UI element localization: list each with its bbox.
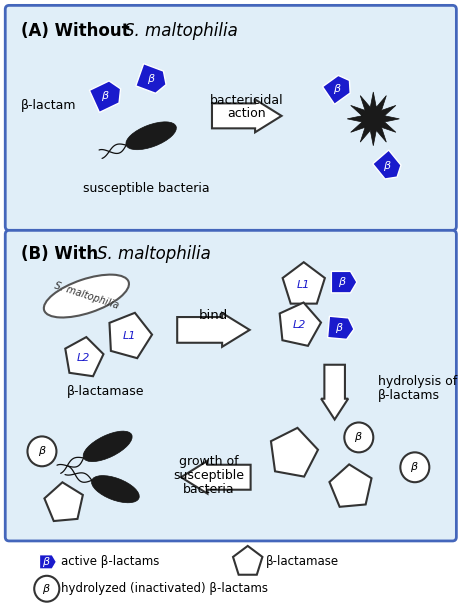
FancyBboxPatch shape [5, 230, 456, 541]
Text: active β-lactams: active β-lactams [61, 556, 160, 569]
Text: L2: L2 [292, 320, 305, 330]
Text: $\beta$: $\beta$ [38, 444, 47, 458]
FancyBboxPatch shape [5, 6, 456, 230]
Text: $\beta$: $\beta$ [335, 321, 344, 335]
Text: $\beta$: $\beta$ [101, 89, 110, 103]
Circle shape [28, 436, 57, 466]
Text: $\beta$: $\beta$ [410, 460, 419, 474]
Polygon shape [212, 99, 282, 132]
Text: S. maltophilia: S. maltophilia [124, 22, 238, 40]
Polygon shape [323, 75, 350, 104]
Polygon shape [45, 482, 83, 521]
Text: $\beta$: $\beta$ [42, 555, 51, 569]
Ellipse shape [83, 431, 132, 461]
Polygon shape [39, 554, 57, 569]
Polygon shape [65, 337, 104, 376]
Text: L1: L1 [297, 280, 311, 290]
Text: (B) With: (B) With [21, 245, 104, 263]
Polygon shape [181, 461, 251, 493]
Circle shape [34, 576, 59, 602]
Text: susceptible: susceptible [173, 469, 245, 482]
Ellipse shape [44, 275, 129, 317]
Text: $\beta$: $\beta$ [333, 82, 342, 96]
Circle shape [344, 423, 373, 452]
Text: bacteria: bacteria [183, 483, 235, 496]
Text: β-lactam: β-lactam [21, 99, 76, 112]
Text: β-lactamase: β-lactamase [67, 385, 144, 398]
Polygon shape [283, 262, 325, 304]
Polygon shape [136, 63, 166, 93]
Ellipse shape [92, 476, 139, 503]
Text: S. maltophilia: S. maltophilia [53, 281, 120, 311]
Polygon shape [271, 428, 318, 477]
Text: growth of: growth of [179, 455, 239, 468]
Polygon shape [89, 81, 121, 113]
Text: hydrolyzed (inactivated) β-lactams: hydrolyzed (inactivated) β-lactams [61, 582, 268, 595]
Text: bactericidal: bactericidal [210, 94, 284, 107]
Polygon shape [233, 546, 262, 575]
Polygon shape [347, 92, 399, 146]
Circle shape [400, 452, 429, 482]
Text: $\beta$: $\beta$ [147, 72, 155, 86]
Text: $\beta$: $\beta$ [383, 159, 392, 172]
Text: bind: bind [199, 309, 228, 322]
Polygon shape [328, 316, 354, 339]
Text: L1: L1 [122, 331, 135, 341]
Text: susceptible bacteria: susceptible bacteria [83, 182, 209, 195]
Text: action: action [228, 107, 266, 120]
Text: β-lactams: β-lactams [378, 389, 440, 402]
Polygon shape [177, 313, 250, 347]
Polygon shape [332, 272, 357, 293]
Text: β-lactamase: β-lactamase [266, 556, 339, 569]
Text: $\beta$: $\beta$ [42, 582, 51, 596]
Polygon shape [373, 150, 401, 179]
Text: S. maltophilia: S. maltophilia [97, 245, 211, 263]
Text: L2: L2 [77, 353, 90, 363]
Polygon shape [330, 464, 371, 507]
Text: $\beta$: $\beta$ [354, 431, 363, 444]
Ellipse shape [126, 122, 176, 150]
Polygon shape [280, 302, 321, 346]
Polygon shape [321, 365, 348, 419]
Text: hydrolysis of: hydrolysis of [378, 375, 457, 388]
Text: (A) Without: (A) Without [21, 22, 135, 40]
Polygon shape [109, 313, 152, 358]
Text: $\beta$: $\beta$ [338, 275, 347, 289]
